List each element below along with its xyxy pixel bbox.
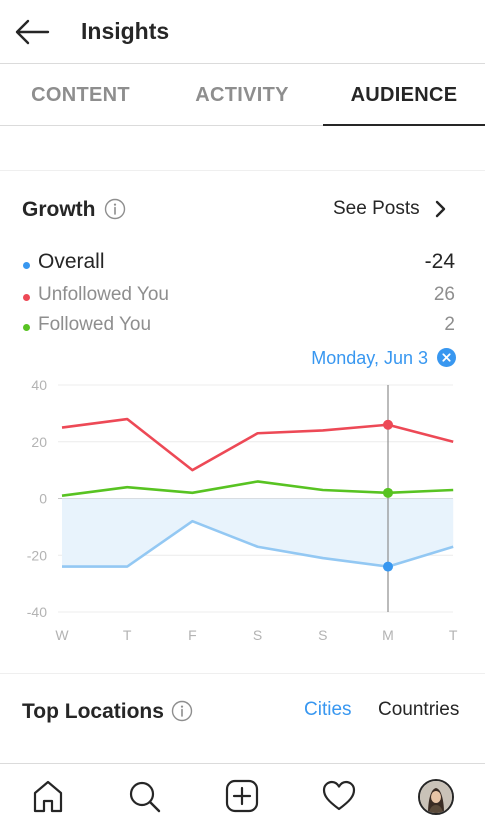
search-icon[interactable] [127,778,161,814]
top-bar: Insights [0,0,485,64]
legend-label: Overall [38,250,105,273]
home-icon[interactable] [31,778,65,814]
legend-row-unfollowed: Unfollowed You 26 [0,284,485,310]
info-icon[interactable] [104,198,126,220]
bottom-nav [0,763,485,828]
selected-point-overall [383,561,393,572]
chevron-right-icon[interactable] [433,199,447,219]
heart-icon[interactable] [322,778,356,814]
add-post-icon[interactable] [225,778,259,814]
profile-avatar[interactable] [418,779,454,815]
x-tick-label: S [318,627,327,643]
selected-point-unfollowed-you [383,419,393,430]
legend-label: Followed You [38,314,152,335]
tab-content[interactable]: CONTENT [31,84,130,106]
selected-point-followed-you [383,487,393,498]
series-line-unfollowed-you [61,417,454,472]
tab-audience[interactable]: AUDIENCE [350,84,458,106]
see-posts-link[interactable]: See Posts [333,198,420,219]
countries-toggle[interactable]: Countries [378,699,460,720]
active-tab-indicator [323,124,485,126]
tab-bar: CONTENT ACTIVITY AUDIENCE [0,64,485,126]
legend-row-followed: Followed You 2 [0,314,485,340]
x-tick-label: W [55,627,69,643]
tab-activity[interactable]: ACTIVITY [195,84,289,106]
legend-row-overall: Overall -24 [0,250,485,276]
y-tick-label: 40 [31,377,47,393]
info-icon[interactable] [171,700,193,722]
section-divider [0,170,485,171]
page-title: Insights [81,18,170,44]
legend-dot-followed [23,324,30,331]
x-tick-label: S [253,627,262,643]
y-tick-label: 0 [39,491,47,507]
x-tick-label: T [449,627,458,643]
clear-selection-icon[interactable] [437,348,456,367]
x-tick-label: M [382,627,394,643]
back-arrow-icon[interactable] [14,18,50,46]
x-tick-label: F [188,627,197,643]
y-tick-label: 20 [31,434,47,450]
selected-date-label: Monday, Jun 3 [311,348,428,368]
x-tick-label: T [123,627,132,643]
section-divider [0,673,485,674]
y-tick-label: -40 [27,604,47,620]
growth-chart[interactable]: 40 20 0 -20 -40 W T F S S M T [0,372,485,647]
overall-area [62,498,454,567]
legend-label: Unfollowed You [38,284,169,305]
legend-value: -24 [424,250,455,273]
avatar-image [420,781,452,813]
legend-dot-unfollowed [23,294,30,301]
legend-value: 2 [444,314,455,335]
cities-toggle[interactable]: Cities [304,699,352,720]
y-tick-label: -20 [27,547,47,563]
legend-value: 26 [433,284,455,305]
series-line-followed-you [61,480,454,497]
growth-title: Growth [22,198,96,221]
top-locations-title: Top Locations [22,700,164,723]
legend-dot-overall [23,262,30,269]
